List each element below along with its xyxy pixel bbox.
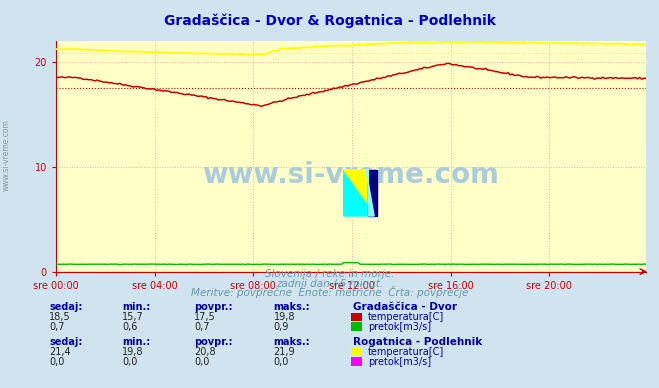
- Text: zadnji dan / 5 minut.: zadnji dan / 5 minut.: [276, 279, 383, 289]
- Text: www.si-vreme.com: www.si-vreme.com: [2, 119, 11, 191]
- Text: 0,0: 0,0: [49, 357, 65, 367]
- Text: Slovenija / reke in morje.: Slovenija / reke in morje.: [265, 269, 394, 279]
- Text: min.:: min.:: [122, 302, 150, 312]
- Text: min.:: min.:: [122, 337, 150, 347]
- Text: sedaj:: sedaj:: [49, 302, 83, 312]
- Text: 0,6: 0,6: [122, 322, 137, 332]
- Text: 17,5: 17,5: [194, 312, 216, 322]
- Text: povpr.:: povpr.:: [194, 337, 233, 347]
- Text: maks.:: maks.:: [273, 337, 310, 347]
- Text: 15,7: 15,7: [122, 312, 144, 322]
- Text: 0,0: 0,0: [273, 357, 289, 367]
- Text: 0,7: 0,7: [49, 322, 65, 332]
- Text: 19,8: 19,8: [122, 347, 144, 357]
- Text: 0,0: 0,0: [122, 357, 137, 367]
- Text: 0,0: 0,0: [194, 357, 210, 367]
- Text: temperatura[C]: temperatura[C]: [368, 347, 444, 357]
- Text: 0,7: 0,7: [194, 322, 210, 332]
- Text: povpr.:: povpr.:: [194, 302, 233, 312]
- Text: Meritve: povprečne  Enote: metrične  Črta: povprečje: Meritve: povprečne Enote: metrične Črta:…: [191, 286, 468, 298]
- Text: Rogatnica - Podlehnik: Rogatnica - Podlehnik: [353, 337, 482, 347]
- Text: sedaj:: sedaj:: [49, 337, 83, 347]
- Text: pretok[m3/s]: pretok[m3/s]: [368, 357, 431, 367]
- Text: 21,4: 21,4: [49, 347, 71, 357]
- Polygon shape: [344, 170, 376, 216]
- Text: temperatura[C]: temperatura[C]: [368, 312, 444, 322]
- Text: 0,9: 0,9: [273, 322, 289, 332]
- Polygon shape: [344, 170, 376, 216]
- Text: www.si-vreme.com: www.si-vreme.com: [202, 161, 500, 189]
- Text: 21,9: 21,9: [273, 347, 295, 357]
- Text: 19,8: 19,8: [273, 312, 295, 322]
- Text: Gradaščica - Dvor & Rogatnica - Podlehnik: Gradaščica - Dvor & Rogatnica - Podlehni…: [163, 14, 496, 28]
- Text: 18,5: 18,5: [49, 312, 71, 322]
- Text: maks.:: maks.:: [273, 302, 310, 312]
- Text: Gradaščica - Dvor: Gradaščica - Dvor: [353, 302, 457, 312]
- Text: 20,8: 20,8: [194, 347, 216, 357]
- Polygon shape: [366, 170, 374, 216]
- Polygon shape: [368, 170, 376, 216]
- Text: pretok[m3/s]: pretok[m3/s]: [368, 322, 431, 332]
